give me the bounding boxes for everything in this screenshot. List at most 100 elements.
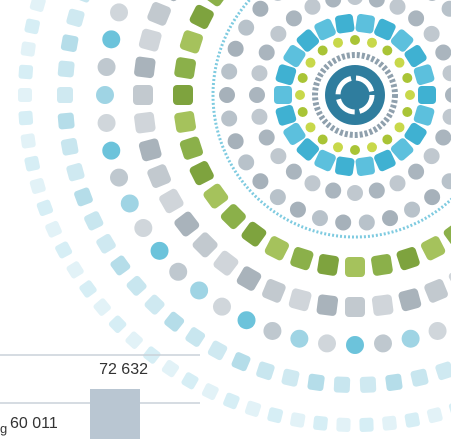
icon xyxy=(429,322,447,340)
plant-icon xyxy=(174,110,197,133)
decorative-wheel xyxy=(18,0,451,432)
icon xyxy=(151,242,169,260)
icon xyxy=(102,142,120,160)
figure-icon xyxy=(73,0,94,3)
icon xyxy=(98,114,116,132)
bucket-icon xyxy=(355,156,375,176)
leaf-icon xyxy=(394,122,404,132)
figure-icon xyxy=(95,233,117,255)
figure-icon xyxy=(54,240,73,259)
figure-icon xyxy=(29,177,46,194)
figure-icon xyxy=(231,351,252,372)
gear-icon xyxy=(304,0,320,15)
icon xyxy=(238,311,256,329)
figure-icon xyxy=(161,359,180,378)
gear-icon xyxy=(435,130,451,146)
icon xyxy=(169,263,187,281)
gear-icon xyxy=(443,65,451,81)
figure-icon xyxy=(24,155,41,172)
gear-icon xyxy=(408,164,424,180)
bucket-icon xyxy=(275,64,297,86)
gear-icon xyxy=(369,183,385,199)
figure-icon xyxy=(184,326,206,348)
gear-icon xyxy=(424,148,440,164)
figure-icon xyxy=(57,60,74,77)
gear-icon xyxy=(238,154,254,170)
figure-icon xyxy=(18,88,32,102)
figure-icon xyxy=(360,376,377,393)
icon xyxy=(110,3,128,21)
figure-icon xyxy=(143,293,166,316)
building-icon xyxy=(146,163,172,189)
bucket-icon xyxy=(413,64,435,86)
figure-icon xyxy=(382,415,397,430)
plant-icon xyxy=(179,136,204,161)
icon xyxy=(290,330,308,348)
plant-icon xyxy=(345,257,365,277)
leaf-icon xyxy=(295,90,305,100)
gear-icon xyxy=(270,0,286,1)
building-icon xyxy=(212,249,240,277)
gear-icon xyxy=(252,173,268,189)
figure-icon xyxy=(57,87,73,103)
gear-icon xyxy=(347,0,363,5)
gear-icon xyxy=(424,0,440,1)
building-icon xyxy=(138,28,162,52)
gear-icon xyxy=(325,183,341,199)
gear-icon xyxy=(424,189,440,205)
leaf-icon xyxy=(298,73,308,83)
building-icon xyxy=(191,231,219,259)
icon xyxy=(98,58,116,76)
figure-icon xyxy=(73,187,94,208)
figure-icon xyxy=(290,412,306,428)
figure-icon xyxy=(163,310,185,332)
plant-icon xyxy=(263,235,290,262)
figure-icon xyxy=(281,368,300,387)
plant-icon xyxy=(202,0,230,8)
figure-icon xyxy=(307,373,325,391)
leaf-icon xyxy=(350,35,360,45)
leaf-icon xyxy=(402,73,412,83)
icon xyxy=(102,30,120,48)
gear-icon xyxy=(408,10,424,26)
leaf-icon xyxy=(367,142,377,152)
leaf-icon xyxy=(402,107,412,117)
building-icon xyxy=(288,288,312,312)
plant-icon xyxy=(188,3,215,30)
gear-icon xyxy=(435,44,451,60)
figure-icon xyxy=(426,407,443,424)
icon xyxy=(96,86,114,104)
gear-icon xyxy=(259,44,275,60)
icon xyxy=(190,281,208,299)
gear-icon xyxy=(228,41,244,57)
figure-icon xyxy=(255,361,275,381)
plant-icon xyxy=(188,160,215,187)
building-icon xyxy=(146,1,172,27)
bucket-icon xyxy=(418,86,436,104)
bucket-icon xyxy=(355,14,375,34)
leaf-icon xyxy=(318,134,328,144)
plant-icon xyxy=(202,182,230,210)
text-fragment: g xyxy=(0,421,7,436)
value-label: 72 632 xyxy=(99,361,148,378)
bucket-icon xyxy=(335,156,355,176)
figure-icon xyxy=(60,34,79,53)
gear-icon xyxy=(359,214,375,230)
bucket-icon xyxy=(413,104,435,126)
building-icon xyxy=(398,288,422,312)
figure-icon xyxy=(109,254,131,276)
figure-icon xyxy=(66,162,86,182)
icon xyxy=(402,330,420,348)
figure-icon xyxy=(108,314,128,334)
gear-icon xyxy=(312,210,328,226)
figure-icon xyxy=(66,8,86,28)
building-icon xyxy=(371,294,393,316)
center-disc xyxy=(325,65,385,125)
figure-icon xyxy=(44,220,62,238)
plant-icon xyxy=(219,202,247,230)
gear-icon xyxy=(442,1,451,17)
gear-icon xyxy=(251,109,267,125)
plant-icon xyxy=(173,85,193,105)
bucket-icon xyxy=(335,14,355,34)
figure-icon xyxy=(336,418,350,432)
